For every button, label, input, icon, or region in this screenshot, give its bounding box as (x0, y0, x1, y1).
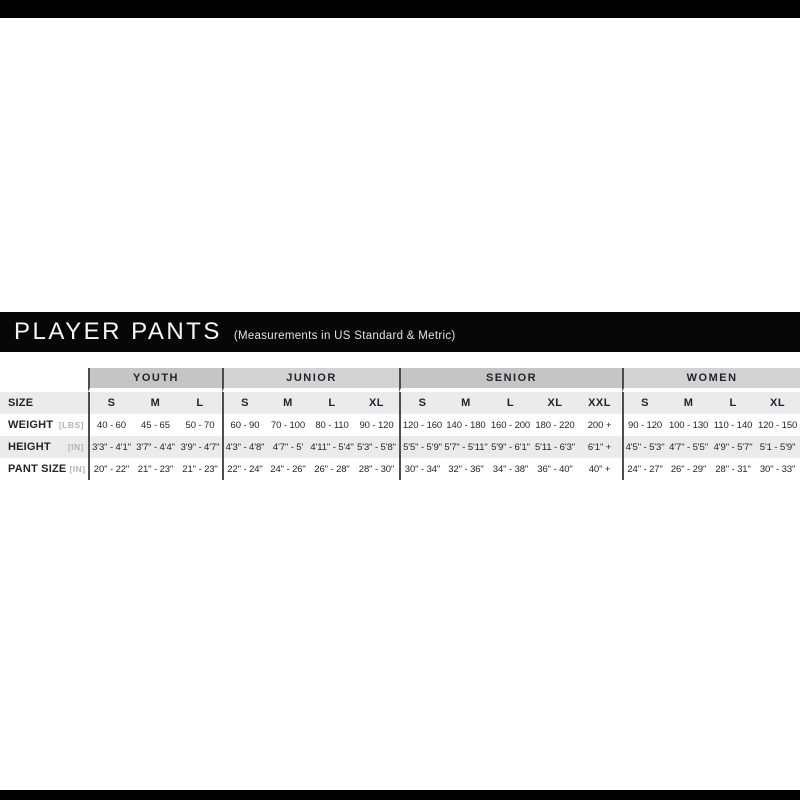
size-value-cell: XL (533, 392, 577, 414)
weight-value-cell: 110 - 140 (713, 419, 753, 431)
weight-value-cell: 50 - 70 (185, 419, 215, 431)
size-value-cell: XL (755, 392, 800, 414)
pant-size-value-cell: 40" + (588, 463, 611, 475)
weight-value-cell: 120 - 160 (399, 414, 444, 436)
height-value-cell: 5'11 - 6'3" (533, 436, 577, 458)
weight-value-cell: 70 - 100 (270, 419, 306, 431)
group-header-youth: YOUTH (88, 368, 222, 392)
row-unit-label: [IN] (69, 464, 86, 474)
size-chart-table: YOUTH JUNIOR SENIOR WOMEN SIZE S M L S M L XL S M L XL… (0, 368, 800, 480)
row-label-cell: WEIGHT [LBS] (0, 414, 88, 436)
page-title: PLAYER PANTS (14, 318, 222, 345)
row-height: HEIGHT [IN] 3'3" - 4'1" 3'7" - 4'4" 3'9" - 4… (0, 436, 800, 458)
height-value-cell: 5'9" - 6'1" (488, 436, 533, 458)
pant-size-value-cell: 32" - 36" (448, 463, 484, 475)
weight-value-cell: 45 - 65 (141, 419, 170, 431)
pant-size-value-cell: 30" - 34" (399, 458, 444, 480)
pant-size-value-cell: 22" - 24" (222, 458, 266, 480)
measurement-rows-section: SIZE S M L S M L XL S M L XL XXL S M L XL WEIGHT [LBS] 40 -… (0, 392, 800, 480)
group-header-junior: JUNIOR (222, 368, 399, 392)
pant-size-value-cell: 21" - 23" (182, 463, 218, 475)
size-value-cell: L (488, 392, 533, 414)
pant-size-value-cell: 30" - 33" (759, 463, 796, 475)
height-value-cell: 5'3" - 5'8" (354, 436, 399, 458)
row-label-wrap: WEIGHT [LBS] (0, 419, 88, 431)
row-label-wrap: HEIGHT [IN] (0, 441, 88, 453)
corner-cell (0, 368, 88, 392)
height-value-cell: 5'7" - 5'11" (444, 436, 488, 458)
weight-value-cell: 80 - 110 (315, 419, 349, 431)
row-pant-size: PANT SIZE [IN] 20" - 22" 21" - 23" 21" - 23"… (0, 458, 800, 480)
size-value-cell: XXL (577, 392, 623, 414)
row-label-cell: HEIGHT [IN] (0, 436, 88, 458)
pant-size-value-cell: 20" - 22" (88, 458, 133, 480)
height-value-cell: 4'11" - 5'4" (310, 436, 354, 458)
row-label-cell: SIZE (0, 392, 88, 414)
weight-value-cell: 100 - 130 (668, 419, 709, 431)
size-value-cell: S (88, 392, 133, 414)
height-value-cell: 3'3" - 4'1" (88, 436, 133, 458)
row-label: SIZE (8, 397, 34, 409)
size-value-cell: S (622, 392, 667, 414)
size-value-cell: M (133, 392, 178, 414)
height-value-cell: 4'7" - 5'5" (666, 436, 712, 458)
height-value-cell: 3'9" - 4'7" (178, 436, 222, 458)
pant-size-value-cell: 26" - 29" (670, 463, 707, 475)
height-value-cell: 4'9" - 5'7" (711, 436, 756, 458)
group-header-row: YOUTH JUNIOR SENIOR WOMEN (0, 368, 800, 392)
pant-size-value-cell: 26" - 28" (314, 463, 350, 475)
row-label-cell: PANT SIZE [IN] (0, 458, 88, 480)
row-unit-label: [IN] (67, 442, 84, 452)
group-header-section: YOUTH JUNIOR SENIOR WOMEN (0, 368, 800, 392)
height-value-cell: 5'5" - 5'9" (399, 436, 444, 458)
row-weight: WEIGHT [LBS] 40 - 60 45 - 65 50 - 70 60 - 90 7… (0, 414, 800, 436)
size-value-cell: L (178, 392, 222, 414)
top-border-bar (0, 0, 800, 18)
row-label: PANT SIZE (8, 463, 67, 475)
size-value-cell: XL (354, 392, 399, 414)
chart-header: PLAYER PANTS (Measurements in US Standar… (0, 312, 800, 352)
pant-size-value-cell: 34" - 38" (492, 463, 529, 475)
height-value-cell: 4'7" - 5' (266, 436, 310, 458)
weight-value-cell: 90 - 120 (359, 419, 394, 431)
height-value-cell: 3'7" - 4'4" (133, 436, 178, 458)
pant-size-value-cell: 24" - 26" (270, 463, 306, 475)
height-value-cell: 6'1" + (577, 436, 623, 458)
pant-size-value-cell: 28" - 31" (715, 463, 751, 475)
height-value-cell: 4'3" - 4'8" (222, 436, 266, 458)
group-header-women: WOMEN (622, 368, 800, 392)
pant-size-value-cell: 24" - 27" (622, 458, 666, 480)
size-value-cell: L (310, 392, 354, 414)
row-label-wrap: PANT SIZE [IN] (0, 463, 88, 475)
weight-value-cell: 160 - 200 (490, 419, 531, 431)
weight-value-cell: 120 - 150 (757, 419, 798, 431)
row-label: HEIGHT (8, 441, 51, 453)
height-value-cell: 5'1 - 5'9" (755, 436, 800, 458)
pant-size-value-cell: 21" - 23" (137, 463, 174, 475)
size-value-cell: M (444, 392, 488, 414)
height-value-cell: 4'5" - 5'3" (622, 436, 667, 458)
group-header-senior: SENIOR (399, 368, 623, 392)
bottom-border-bar (0, 790, 800, 800)
weight-value-cell: 90 - 120 (622, 414, 666, 436)
size-value-cell: S (399, 392, 444, 414)
weight-value-cell: 40 - 60 (88, 414, 133, 436)
pant-size-value-cell: 28" - 30" (358, 463, 395, 475)
size-value-cell: M (266, 392, 310, 414)
pant-size-value-cell: 36" - 40" (537, 463, 573, 475)
row-label: WEIGHT (8, 419, 54, 431)
size-value-cell: L (711, 392, 756, 414)
page-subtitle: (Measurements in US Standard & Metric) (233, 330, 456, 342)
weight-value-cell: 140 - 180 (446, 419, 486, 431)
weight-value-cell: 180 - 220 (535, 419, 575, 431)
weight-value-cell: 60 - 90 (222, 414, 266, 436)
row-label-wrap: SIZE (0, 397, 88, 409)
row-size: SIZE S M L S M L XL S M L XL XXL S M L XL (0, 392, 800, 414)
size-value-cell: S (222, 392, 266, 414)
row-unit-label: [LBS] (58, 420, 84, 430)
weight-value-cell: 200 + (587, 419, 612, 431)
size-value-cell: M (666, 392, 712, 414)
